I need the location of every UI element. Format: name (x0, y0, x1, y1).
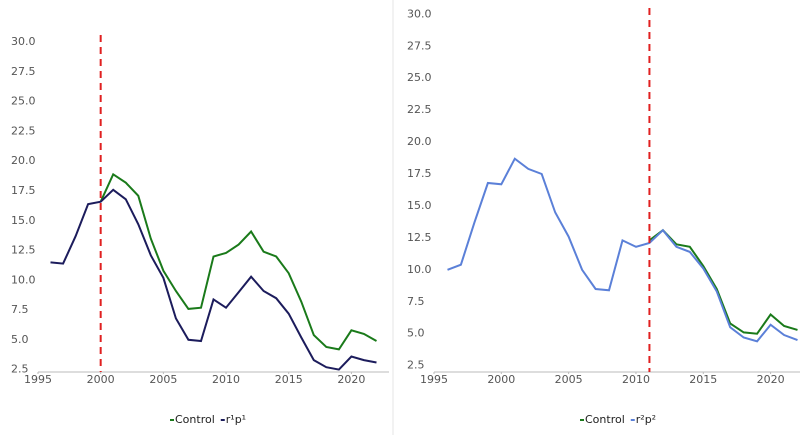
x-tick-label: 2000 (487, 373, 515, 386)
y-tick-label: 22.5 (11, 124, 36, 137)
legend-label: r²p² (636, 413, 656, 426)
x-tick-label: 1995 (420, 373, 448, 386)
y-tick-label: 10.0 (11, 273, 36, 286)
series-line (99, 172, 377, 351)
y-tick-label: 12.5 (11, 244, 36, 257)
legend: Control r²p² (580, 413, 656, 426)
y-tick-label: 20.0 (407, 135, 432, 148)
y-tick-label: 7.5 (11, 303, 29, 316)
x-tick-label: 2020 (757, 373, 785, 386)
y-tick-label: 25.0 (11, 95, 36, 108)
y-tick-label: 2.5 (11, 363, 29, 376)
y-tick-label: 10.0 (407, 263, 432, 276)
y-tick-label: 17.5 (11, 184, 36, 197)
y-tick-label: 7.5 (407, 295, 425, 308)
y-tick-label: 25.0 (407, 71, 432, 84)
y-tick-label: 30.0 (11, 35, 36, 48)
series-line (50, 188, 377, 371)
y-tick-label: 22.5 (407, 103, 432, 116)
legend-label: Control (175, 413, 215, 426)
y-tick-label: 12.5 (407, 231, 432, 244)
y-tick-label: 5.0 (11, 333, 29, 346)
legend-label: Control (585, 413, 625, 426)
x-tick-label: 2000 (87, 373, 115, 386)
y-tick-label: 30.0 (407, 7, 432, 20)
legend: Control r¹p¹ (170, 413, 246, 426)
y-tick-label: 5.0 (407, 327, 425, 340)
y-tick-label: 20.0 (11, 154, 36, 167)
y-tick-label: 17.5 (407, 167, 432, 180)
y-tick-label: 15.0 (11, 214, 36, 227)
x-tick-label: 2005 (149, 373, 177, 386)
y-tick-label: 2.5 (407, 359, 425, 372)
x-tick-label: 2005 (555, 373, 583, 386)
y-tick-label: 15.0 (407, 199, 432, 212)
x-tick-label: 1995 (24, 373, 52, 386)
series-line (648, 228, 798, 335)
x-tick-label: 2010 (622, 373, 650, 386)
legend-label: r¹p¹ (226, 413, 246, 426)
y-tick-label: 27.5 (11, 65, 36, 78)
x-tick-label: 2020 (337, 373, 365, 386)
series-line (447, 157, 798, 343)
y-tick-label: 27.5 (407, 39, 432, 52)
x-tick-label: 2015 (275, 373, 303, 386)
x-tick-label: 2010 (212, 373, 240, 386)
x-tick-label: 2015 (689, 373, 717, 386)
